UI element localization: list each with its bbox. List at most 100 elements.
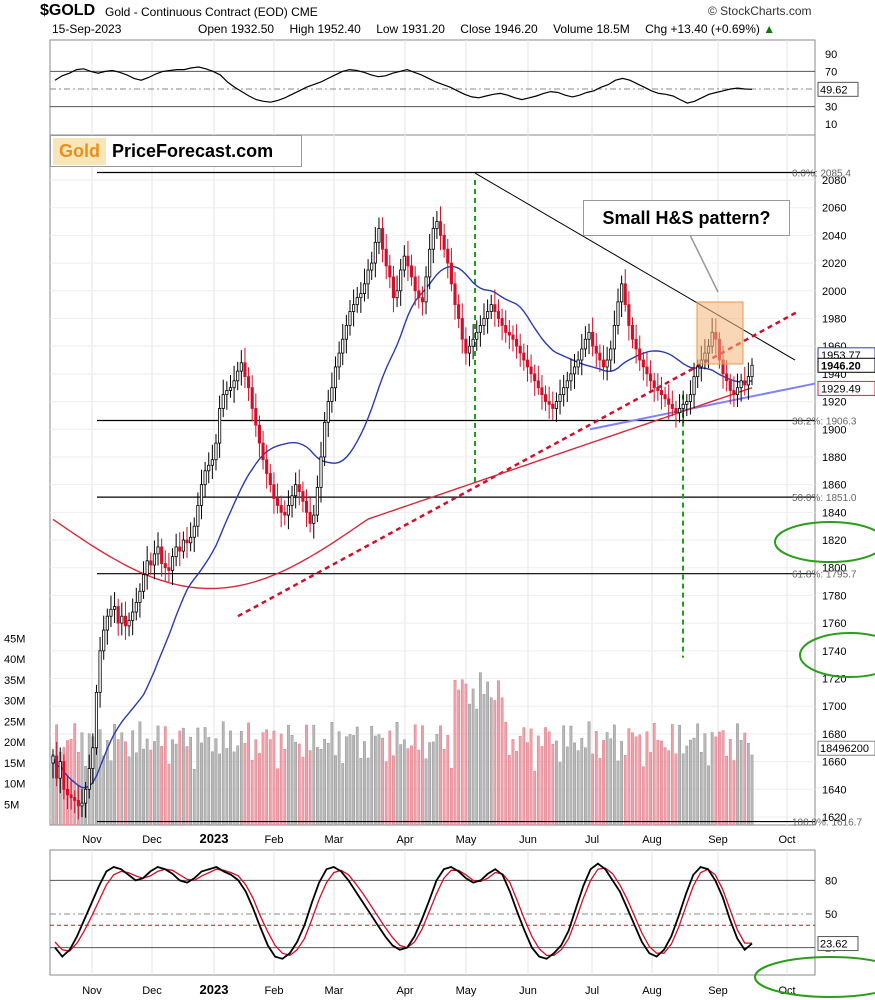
- candle-body: [308, 511, 312, 524]
- volume-tick: 20M: [4, 737, 25, 749]
- candle-body: [272, 484, 276, 499]
- candle-body: [656, 387, 660, 391]
- symbol: $GOLD: [40, 2, 96, 19]
- volume-bar: [142, 748, 145, 826]
- volume-bar: [138, 721, 142, 826]
- candle-body: [225, 390, 229, 396]
- price-y-tick: 1680: [822, 729, 846, 741]
- volume-bar: [225, 748, 229, 826]
- volume-bar: [627, 728, 631, 826]
- candle-body: [489, 304, 493, 312]
- volume-bar: [363, 741, 366, 826]
- volume-bar: [442, 749, 446, 826]
- candle-body: [301, 491, 305, 502]
- candle-body: [102, 629, 106, 652]
- volume-bar: [185, 746, 189, 826]
- volume-bar: [399, 744, 403, 826]
- last-price-tag: 1946.20: [821, 360, 861, 372]
- volume-bar: [696, 723, 700, 826]
- stoch-signal-line: [54, 867, 752, 957]
- candle-body: [428, 248, 432, 278]
- candle-body: [482, 318, 486, 326]
- price-y-tick: 1820: [822, 535, 846, 547]
- close-label: Close: [460, 22, 491, 36]
- volume-bar: [301, 756, 305, 826]
- volume-bar: [424, 758, 428, 826]
- candle-body: [286, 505, 290, 516]
- candle-body: [359, 293, 363, 299]
- candle-body: [449, 262, 453, 285]
- open-label: Open: [198, 22, 228, 36]
- volume-bar: [446, 734, 450, 826]
- volume-bar: [435, 734, 439, 826]
- price-y-tick: 1900: [822, 424, 846, 436]
- candle-body: [598, 352, 602, 361]
- volume-bar: [743, 732, 747, 826]
- volume-bar: [681, 753, 685, 826]
- candle-body: [446, 248, 450, 264]
- stockcharts-credit: © StockCharts.com: [708, 4, 812, 18]
- candle-body: [685, 401, 689, 405]
- candle-body: [420, 297, 424, 303]
- candle-body: [315, 487, 319, 516]
- candle-body: [141, 574, 146, 592]
- candle-body: [381, 228, 385, 250]
- candle-body: [290, 495, 294, 506]
- rsi-panel: [49, 39, 816, 136]
- candle-body: [341, 338, 345, 354]
- price-y-tick: 2000: [822, 286, 846, 298]
- high-label: High: [289, 22, 315, 36]
- low-label: Low: [376, 22, 399, 36]
- volume-bar: [287, 725, 290, 826]
- candle-body: [543, 394, 548, 402]
- volume-bar: [192, 769, 196, 826]
- volume-bar: [229, 730, 232, 826]
- volume-bar: [656, 740, 660, 826]
- candle-body: [199, 484, 204, 506]
- candle-body: [605, 359, 609, 368]
- candle-body: [145, 560, 149, 576]
- x-tick-label: Sep: [708, 834, 728, 846]
- volume-bar: [319, 749, 323, 826]
- candle-body: [728, 380, 732, 391]
- candle-body: [649, 373, 653, 382]
- candle-body: [134, 601, 138, 613]
- stoch-tag-box: [817, 936, 859, 952]
- volume-bar: [268, 739, 272, 826]
- logo-text: PriceForecast.com: [112, 140, 274, 161]
- volume-bar: [500, 697, 504, 826]
- price-y-tick: 2060: [822, 203, 846, 215]
- rsi-y-tick: 90: [825, 49, 837, 61]
- candle-body: [250, 387, 254, 409]
- candle-body: [562, 387, 566, 396]
- rsi-y-tick: 30: [825, 102, 837, 114]
- volume-bar: [388, 730, 392, 826]
- candle-body: [591, 331, 595, 347]
- candle-body: [522, 352, 526, 361]
- candle-body: [218, 408, 222, 444]
- volume-bar: [674, 753, 678, 826]
- x-tick-label-bottom: Dec: [142, 985, 162, 997]
- candle-body: [576, 359, 580, 368]
- price-y-tick: 1660: [822, 757, 846, 769]
- volume-bar: [750, 754, 754, 826]
- chg-label: Chg: [645, 22, 668, 36]
- volume-tick: 5M: [4, 799, 19, 811]
- volume-bar: [98, 729, 102, 826]
- volume-bar: [699, 752, 703, 826]
- candle-body: [732, 390, 736, 396]
- volume-bar: [341, 763, 345, 826]
- x-tick-label-bottom: Jun: [519, 985, 537, 997]
- volume-bar: [609, 738, 613, 826]
- candle-body: [507, 331, 511, 336]
- candle-body: [344, 325, 348, 340]
- candle-body: [496, 311, 501, 319]
- candle-body: [620, 283, 624, 303]
- volume-bar: [236, 745, 240, 826]
- stoch-y-tick: 50: [825, 909, 837, 921]
- priceforecast-logo: Gold PriceForecast.com: [50, 135, 302, 167]
- price-y-tick: 2020: [822, 258, 846, 270]
- volume-tick: 40M: [4, 654, 25, 666]
- volume-bar: [645, 731, 649, 826]
- volume-bar: [689, 739, 692, 826]
